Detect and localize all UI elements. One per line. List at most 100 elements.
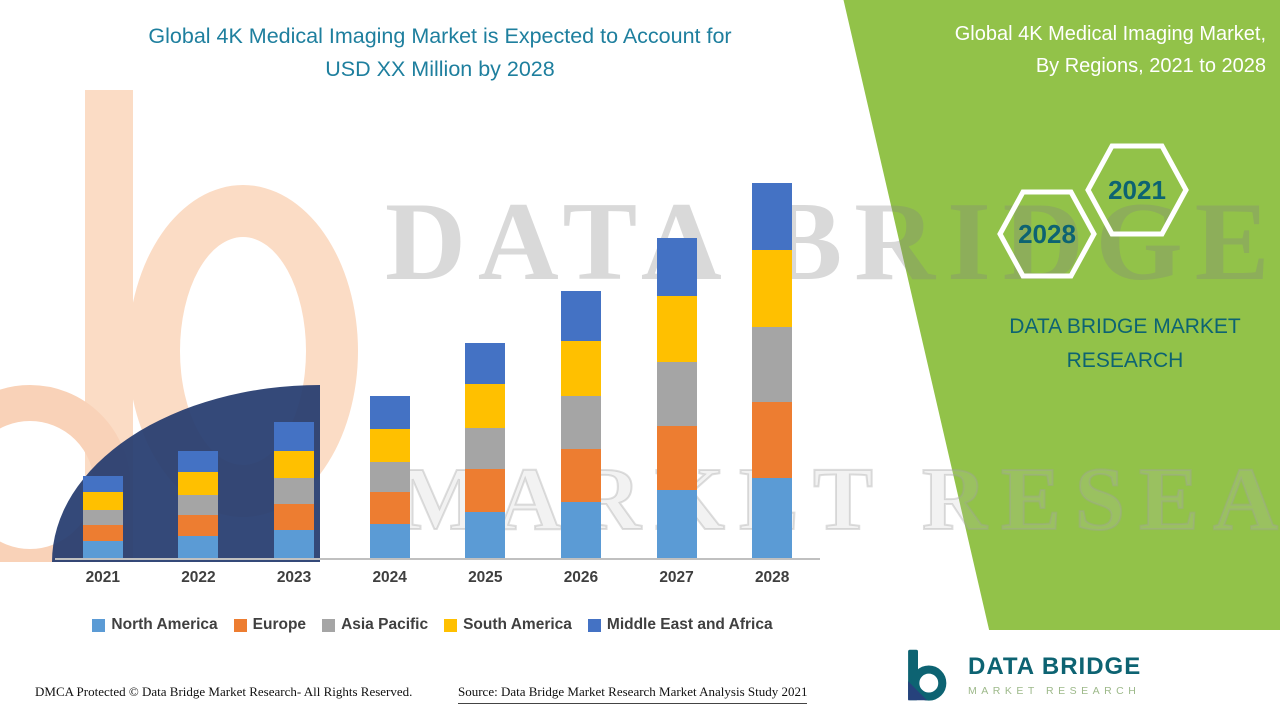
bar-stack-2028 (752, 160, 793, 558)
bar-segment-south-america (369, 428, 410, 462)
bar-segment-asia-pacific (274, 478, 315, 505)
x-axis-label-2028: 2028 (754, 569, 790, 586)
bar-segment-asia-pacific (369, 461, 410, 493)
panel-title: Global 4K Medical Imaging Market, By Reg… (836, 18, 1266, 82)
x-axis-label-2022: 2022 (181, 569, 216, 586)
bar-segment-europe (274, 504, 315, 531)
bar-column-2022 (151, 160, 247, 558)
x-axis-labels: 2021 2022 2023 2024 2025 2026 2027 2028 (55, 569, 820, 587)
brand-text: DATA BRIDGE MARKET RESEARCH (960, 310, 1280, 377)
bar-segment-europe (560, 448, 601, 503)
bar-segment-europe (369, 492, 410, 525)
bar-segment-north-america (178, 536, 219, 558)
watermark-text-data-bridge: DATA BRIDGE (385, 180, 1280, 304)
hexagon-2021-label: 2021 (1108, 174, 1166, 205)
bar-segment-asia-pacific (465, 427, 506, 470)
dbmr-logo-name: DATA BRIDGE (968, 653, 1142, 680)
bar-stack-2027 (656, 160, 697, 558)
bar-column-2023 (246, 160, 342, 558)
bar-segment-europe (656, 425, 697, 491)
brand-text-line1: DATA BRIDGE MARKET (1009, 315, 1241, 338)
legend-swatch-middle-east-and-africa (587, 618, 601, 632)
bar-segment-north-america (274, 530, 315, 558)
legend-label-south-america: South America (463, 616, 572, 633)
bar-segment-south-america (274, 450, 315, 479)
bar-segment-middle-east-and-africa (274, 421, 315, 451)
legend-swatch-asia-pacific (322, 618, 336, 632)
bar-segment-europe (82, 525, 123, 542)
bar-column-2021 (55, 160, 151, 558)
legend-item-europe: Europe (233, 616, 307, 634)
bar-segment-north-america (560, 502, 601, 558)
bar-stack-2025 (465, 160, 506, 558)
legend-label-europe: Europe (252, 616, 307, 633)
bar-stack-2021 (82, 160, 123, 558)
bar-segment-south-america (752, 249, 793, 328)
bar-segment-middle-east-and-africa (82, 476, 123, 493)
x-axis-label-2024: 2024 (372, 569, 407, 586)
bar-segment-europe (178, 515, 219, 537)
bar-segment-north-america (465, 512, 506, 558)
bar-segment-asia-pacific (178, 495, 219, 516)
bar-stack-2023 (274, 160, 315, 558)
plot-area (55, 160, 820, 560)
bar-segment-asia-pacific (656, 362, 697, 426)
x-axis-label-2021: 2021 (85, 569, 121, 586)
x-axis-label-2025: 2025 (468, 569, 503, 586)
hexagon-badge-2028: 2028 (996, 188, 1098, 280)
bar-column-2026 (533, 160, 629, 558)
dbmr-logo-icon (908, 649, 947, 701)
legend-item-middle-east-and-africa: Middle East and Africa (587, 616, 773, 634)
legend-item-north-america: North America (92, 616, 218, 634)
dbmr-logo-subtitle: MARKET RESEARCH (968, 685, 1141, 697)
bar-segment-south-america (82, 492, 123, 511)
bar-segment-europe (752, 401, 793, 479)
bar-segment-asia-pacific (560, 395, 601, 449)
bar-column-2027 (629, 160, 725, 558)
bar-column-2028 (724, 160, 820, 558)
bar-segment-middle-east-and-africa (178, 450, 219, 473)
chart-title: Global 4K Medical Imaging Market is Expe… (60, 20, 820, 87)
brand-text-line2: RESEARCH (1066, 348, 1184, 372)
hexagon-outline (1085, 143, 1189, 237)
bar-segment-asia-pacific (752, 327, 793, 402)
chart-title-line2: USD XX Million by 2028 (325, 57, 555, 82)
x-axis-label-2023: 2023 (276, 569, 312, 586)
bar-stack-2022 (178, 160, 219, 558)
legend-label-middle-east-and-africa: Middle East and Africa (606, 616, 773, 633)
legend-swatch-north-america (92, 618, 106, 632)
legend-item-south-america: South America (444, 616, 572, 634)
bar-segment-middle-east-and-africa (752, 182, 793, 250)
bar-segment-middle-east-and-africa (560, 291, 601, 342)
bar-segment-asia-pacific (82, 510, 123, 526)
legend-swatch-europe (233, 618, 247, 632)
chart-title-line1: Global 4K Medical Imaging Market is Expe… (148, 24, 732, 48)
bar-segment-south-america (656, 296, 697, 362)
dbmr-logo: DATA BRIDGE MARKET RESEARCH (878, 630, 1280, 720)
bar-segment-north-america (369, 524, 410, 558)
bar-segment-middle-east-and-africa (369, 395, 410, 429)
legend-swatch-south-america (444, 618, 458, 632)
bar-column-2024 (342, 160, 438, 558)
legend-item-asia-pacific: Asia Pacific (322, 616, 428, 634)
x-axis-label-2026: 2026 (563, 569, 599, 586)
bar-segment-north-america (82, 541, 123, 558)
hexagon-2028-label: 2028 (1018, 218, 1076, 249)
bar-segment-north-america (656, 490, 697, 558)
footer-dmca-text: DMCA Protected © Data Bridge Market Rese… (35, 684, 413, 699)
watermark-text-market-research: MARKET RESEARCH (397, 449, 1280, 550)
bar-segment-south-america (465, 383, 506, 428)
hexagon-outline (997, 189, 1097, 279)
bar-segment-south-america (178, 472, 219, 496)
footer-source-text: Source: Data Bridge Market Research Mark… (458, 684, 808, 704)
x-axis-label-2027: 2027 (659, 569, 694, 586)
panel-title-line2: By Regions, 2021 to 2028 (1035, 55, 1266, 77)
bar-segment-middle-east-and-africa (465, 343, 506, 384)
legend-label-north-america: North America (111, 616, 218, 633)
hexagon-badge-2021: 2021 (1084, 142, 1190, 238)
bar-segment-south-america (560, 341, 601, 396)
dbmr-logo-text: DATA BRIDGE MARKET RESEARCH (968, 653, 1141, 697)
bar-stack-2024 (369, 160, 410, 558)
bar-stack-2026 (560, 160, 601, 558)
bar-segment-middle-east-and-africa (656, 237, 697, 297)
